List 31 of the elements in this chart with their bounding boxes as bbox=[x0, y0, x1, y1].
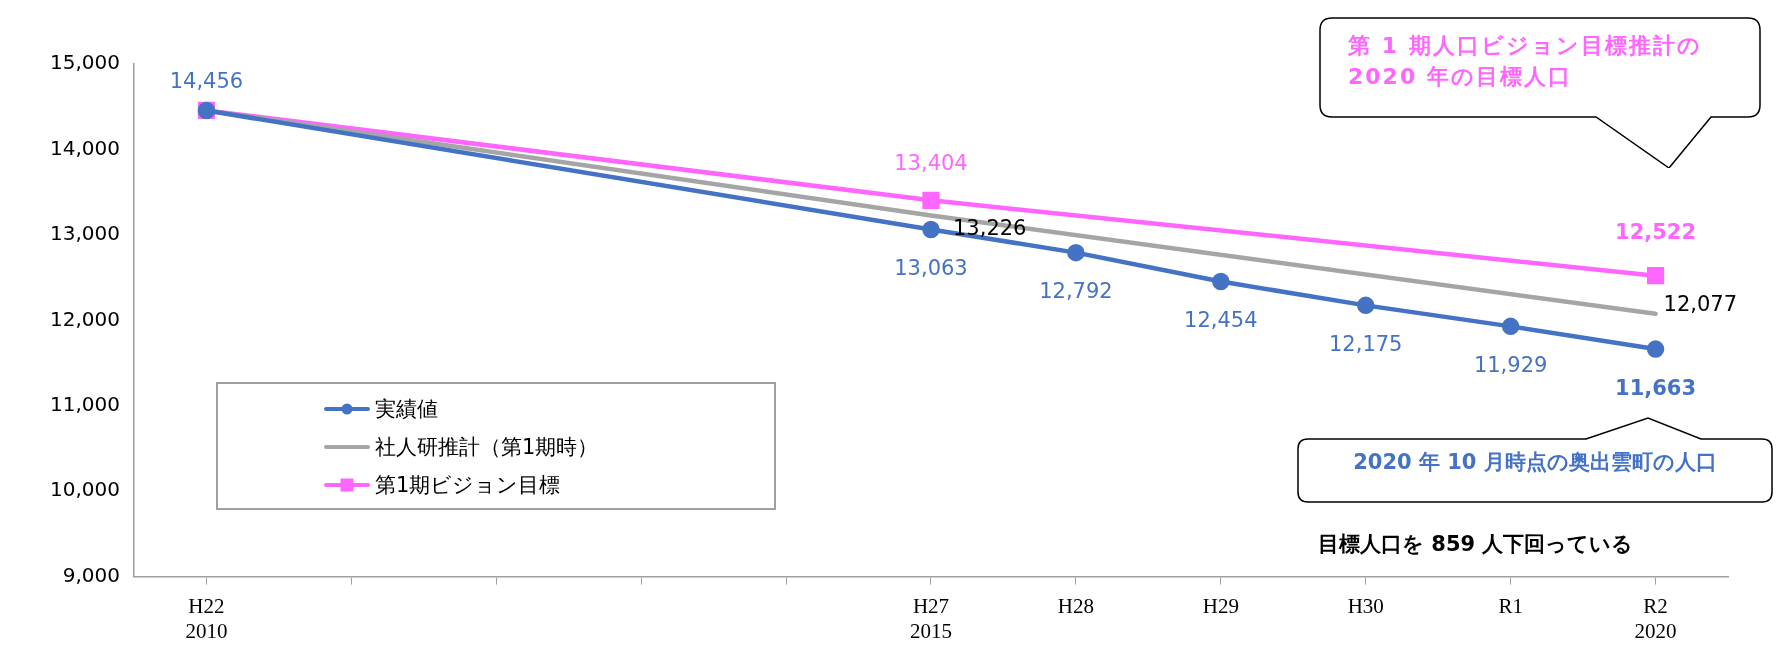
y-tick-label: 14,000 bbox=[50, 135, 120, 160]
x-tick-label: H27 2015 bbox=[909, 593, 952, 643]
x-tick-label: H28 bbox=[1057, 593, 1094, 618]
y-tick-label: 11,000 bbox=[50, 391, 120, 416]
y-tick-label: 10,000 bbox=[50, 477, 120, 502]
data-label: 11,929 bbox=[1473, 352, 1548, 377]
data-label: 12,454 bbox=[1184, 307, 1258, 332]
data-label: 12,792 bbox=[1039, 279, 1113, 304]
annotation: 目標人口を 859 人下回っている bbox=[1318, 531, 1634, 558]
x-tick-label: H22 2010 bbox=[185, 593, 228, 643]
legend-label: 社人研推計（第1期時） bbox=[375, 434, 599, 461]
data-label: 13,226 bbox=[952, 216, 1027, 241]
x-tick-label: R1 bbox=[1498, 593, 1523, 618]
data-label: 11,663 bbox=[1615, 375, 1697, 400]
y-tick-label: 13,000 bbox=[50, 221, 120, 246]
data-label: 13,063 bbox=[894, 255, 968, 280]
data-label: 12,077 bbox=[1663, 292, 1738, 317]
x-tick-label: H29 bbox=[1202, 593, 1239, 618]
data-label: 12,175 bbox=[1328, 331, 1403, 356]
annotation: 第 1 期人口ビジョン目標推計の 2020 年の目標人口 bbox=[1348, 32, 1702, 91]
y-tick-label: 9,000 bbox=[62, 562, 120, 587]
data-label: 14,456 bbox=[169, 68, 244, 93]
data-label: 12,522 bbox=[1615, 220, 1697, 245]
annotation: 2020 年 10 月時点の奥出雲町の人口 bbox=[1352, 449, 1718, 476]
y-tick-label: 15,000 bbox=[50, 50, 120, 75]
legend-label: 実績値 bbox=[375, 396, 438, 423]
x-tick-label: R2 2020 bbox=[1634, 593, 1677, 643]
legend-label: 第1期ビジョン目標 bbox=[375, 472, 561, 499]
data-label: 13,404 bbox=[894, 150, 968, 175]
y-tick-label: 12,000 bbox=[50, 306, 120, 331]
x-tick-label: H30 bbox=[1347, 593, 1384, 618]
